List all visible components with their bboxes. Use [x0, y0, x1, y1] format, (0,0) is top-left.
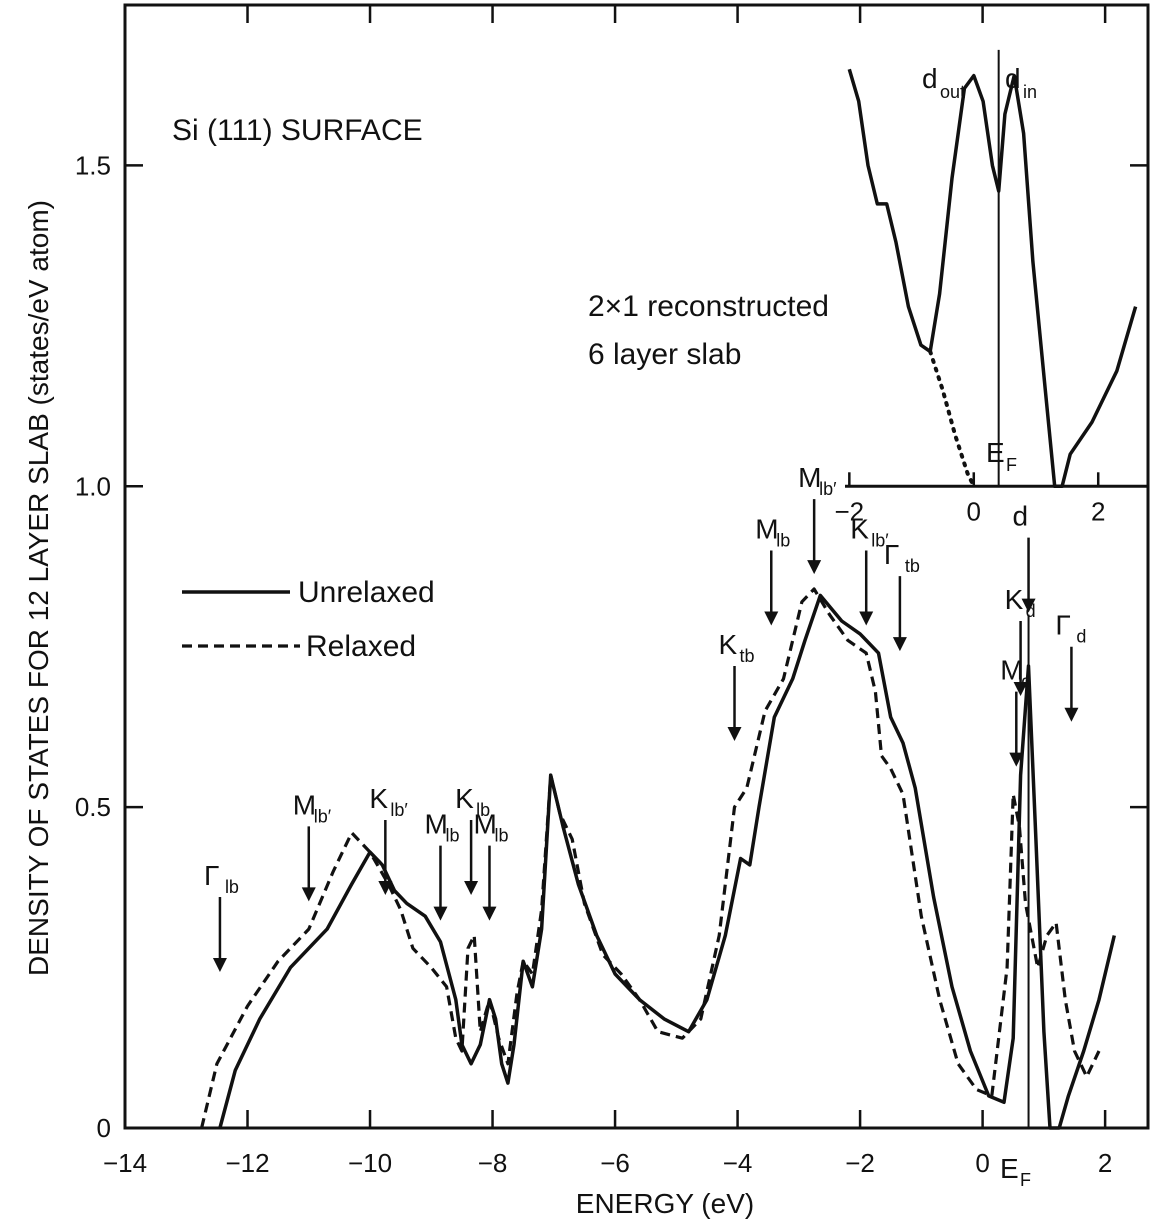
svg-text:lb′: lb′: [819, 479, 837, 499]
svg-text:d: d: [1005, 63, 1021, 94]
inset-chart: −2 0 2: [835, 49, 1148, 526]
inset-x-tick-label: 2: [1091, 496, 1105, 526]
svg-text:lb: lb: [494, 826, 508, 846]
svg-text:K: K: [369, 783, 388, 814]
svg-text:M: M: [473, 809, 496, 840]
y-tick-label: 0.5: [75, 792, 111, 822]
x-ticks: −14 −12 −10 −8 −6 −4 −2 0 2: [103, 5, 1112, 1178]
x-tick-label: −12: [225, 1148, 269, 1178]
svg-text:tb: tb: [740, 646, 755, 666]
svg-text:M: M: [755, 513, 778, 544]
fermi-label-main: E F: [1000, 1153, 1031, 1190]
svg-text:E: E: [1000, 1153, 1019, 1184]
inset-peak-label-din: d in: [1005, 63, 1037, 102]
x-tick-label: −10: [348, 1148, 392, 1178]
svg-text:d: d: [1026, 601, 1036, 621]
y-tick-label: 0: [97, 1113, 111, 1143]
plot-border: [123, 3, 1150, 1130]
legend-label-unrelaxed: Unrelaxed: [298, 576, 435, 609]
svg-text:M: M: [1000, 655, 1023, 686]
inset-peak-label-dout: d out: [922, 63, 965, 102]
svg-text:lb′: lb′: [390, 800, 408, 820]
svg-text:d: d: [1013, 501, 1029, 532]
inset-fermi-label: E F: [986, 437, 1017, 475]
svg-text:E: E: [986, 437, 1005, 468]
annotation-m-lb: Mlb: [424, 809, 459, 921]
annotation-m-lb: Mlb: [755, 513, 790, 626]
svg-text:in: in: [1023, 82, 1037, 102]
x-tick-label: −8: [478, 1148, 508, 1178]
inset-title-line2: 6 layer slab: [588, 338, 741, 371]
x-tick-label: −14: [103, 1148, 147, 1178]
series-unrelaxed: [218, 593, 1117, 1130]
svg-text:F: F: [1006, 455, 1017, 475]
x-tick-label: −4: [723, 1148, 753, 1178]
svg-text:lb: lb: [445, 826, 459, 846]
annotation-m-lbp: Mlb′: [798, 462, 837, 575]
svg-text:K: K: [850, 513, 869, 544]
svg-text:M: M: [798, 462, 821, 493]
svg-text:K: K: [719, 629, 738, 660]
svg-text:tb: tb: [905, 556, 920, 576]
annotation-m-d: Md: [1000, 655, 1031, 767]
svg-text:d: d: [1076, 627, 1086, 647]
plot-frame: [123, 3, 1150, 1130]
x-tick-label: 0: [975, 1148, 989, 1178]
annotation-m-lbp: Mlb′: [293, 789, 332, 902]
svg-text:K: K: [455, 783, 474, 814]
annotation-m-lb: Mlb: [473, 809, 508, 921]
svg-text:lb′: lb′: [314, 806, 332, 826]
x-tick-label: −6: [600, 1148, 630, 1178]
svg-text:M: M: [424, 809, 447, 840]
series-relaxed: [200, 587, 1101, 1129]
y-axis-label: DENSITY OF STATES FOR 12 LAYER SLAB (sta…: [23, 200, 54, 976]
y-tick-label: 1.5: [75, 150, 111, 180]
inset-dotted-extension: [928, 349, 976, 489]
svg-text:d: d: [922, 63, 938, 94]
svg-text:lb: lb: [225, 877, 239, 897]
svg-text:d: d: [1021, 672, 1031, 692]
inset-x-tick-label: 0: [967, 496, 981, 526]
svg-text:F: F: [1020, 1170, 1031, 1190]
y-tick-label: 1.0: [75, 471, 111, 501]
x-axis-label: ENERGY (eV): [576, 1188, 754, 1219]
inset-title-line1: 2×1 reconstructed: [588, 290, 829, 323]
inset-title: 2×1 reconstructed 6 layer slab: [588, 290, 829, 371]
svg-text:M: M: [293, 789, 316, 820]
svg-text:lb′: lb′: [871, 530, 889, 550]
svg-text:Γ: Γ: [884, 539, 899, 570]
x-tick-label: 2: [1098, 1148, 1112, 1178]
legend: Unrelaxed Relaxed: [182, 576, 435, 663]
x-tick-label: −2: [845, 1148, 875, 1178]
dos-curves: [200, 587, 1117, 1130]
inset-curve: [847, 68, 1138, 489]
svg-text:out: out: [940, 82, 965, 102]
legend-label-relaxed: Relaxed: [306, 630, 416, 663]
svg-text:K: K: [1005, 584, 1024, 615]
annotation-d: d: [1013, 501, 1036, 613]
svg-text:lb: lb: [776, 530, 790, 550]
svg-text:Γ: Γ: [204, 860, 219, 891]
y-ticks: 0 0.5 1.0 1.5: [75, 150, 1148, 1143]
chart-title: Si (111) SURFACE: [172, 114, 423, 147]
svg-text:Γ: Γ: [1055, 610, 1070, 641]
svg-text:lb: lb: [476, 800, 490, 820]
inset-x-tick-label: −2: [835, 496, 865, 526]
